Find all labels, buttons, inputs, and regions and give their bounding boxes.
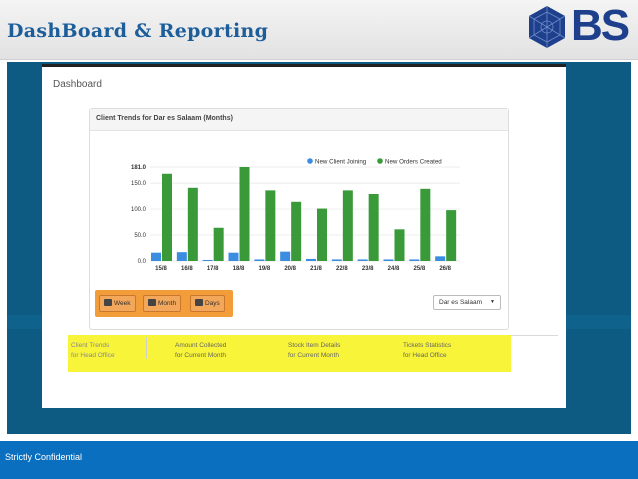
calendar-icon xyxy=(148,299,156,306)
bar-new-client xyxy=(383,259,394,261)
bar-new-client xyxy=(306,258,316,261)
bar-new-orders xyxy=(291,201,302,261)
bar-new-client xyxy=(228,252,239,261)
location-select-value: Dar es Salaam xyxy=(439,299,482,306)
bar-new-client xyxy=(151,252,161,261)
bar-new-orders xyxy=(239,167,250,261)
client-trends-chart: 0.0 50.0 100.0 150.0 181.0 15/8 16/8 17/8 18/8 19… xyxy=(131,158,460,272)
hexagon-logo-icon xyxy=(528,6,566,48)
days-button-label: Days xyxy=(205,300,220,307)
stat-subtitle: for Head Office xyxy=(403,352,447,359)
stat-subtitle: for Current Month xyxy=(288,352,339,359)
bar-new-client xyxy=(331,259,342,261)
x-tick-label: 22/8 xyxy=(336,266,348,272)
bar-new-orders xyxy=(265,190,276,261)
stat-title: Stock Item Details xyxy=(288,342,341,349)
bar-new-orders xyxy=(368,194,379,261)
bar-new-client xyxy=(280,251,291,261)
bar-new-client xyxy=(176,252,187,261)
x-tick-label: 25/8 xyxy=(413,266,425,272)
slide-footer: Strictly Confidential xyxy=(0,441,638,479)
bar-new-client xyxy=(435,256,446,261)
y-tick-label: 150.0 xyxy=(131,181,147,187)
week-button-label: Week xyxy=(114,300,131,307)
legend-label: New Orders Created xyxy=(385,159,442,166)
slide-title: DashBoard & Reporting xyxy=(7,20,269,42)
month-button-label: Month xyxy=(158,300,177,307)
bar-new-orders xyxy=(394,229,405,261)
stat-subtitle: for Head Office xyxy=(71,352,115,359)
legend-swatch xyxy=(307,158,313,164)
bar-new-orders xyxy=(317,208,327,261)
caret-down-icon: ▼ xyxy=(490,299,495,305)
month-button[interactable]: Month xyxy=(143,295,182,312)
x-tick-label: 26/8 xyxy=(439,266,451,272)
x-tick-label: 18/8 xyxy=(233,266,245,272)
calendar-icon xyxy=(104,299,112,306)
stat-amount-collected[interactable]: Amount Collected for Current Month xyxy=(175,341,226,361)
logo-text: BS xyxy=(571,1,630,50)
period-button-group: Week Month Days xyxy=(95,290,233,317)
stat-tickets[interactable]: Tickets Statistics for Head Office xyxy=(403,341,451,361)
y-tick-label: 50.0 xyxy=(134,233,146,239)
y-tick-label: 181.0 xyxy=(131,165,147,171)
x-tick-label: 21/8 xyxy=(310,266,322,272)
x-tick-label: 24/8 xyxy=(388,266,400,272)
stat-title: Client Trends xyxy=(71,342,110,349)
bar-new-orders xyxy=(342,190,353,261)
client-trends-panel: Client Trends for Dar es Salaam (Months)… xyxy=(89,108,509,330)
footer-text: Strictly Confidential xyxy=(5,452,83,462)
slide-header: DashBoard & Reporting BS xyxy=(0,0,638,60)
company-logo: BS xyxy=(524,1,636,50)
stat-subtitle: for Current Month xyxy=(175,352,226,359)
stat-title: Amount Collected xyxy=(175,342,227,349)
week-button[interactable]: Week xyxy=(99,295,136,312)
bar-new-client xyxy=(409,259,420,261)
legend-swatch xyxy=(377,158,383,164)
bar-new-client xyxy=(202,259,213,261)
stats-tabs: Client Trends for Head Office Amount Col… xyxy=(68,335,511,372)
bar-new-client xyxy=(254,259,265,261)
bar-new-orders xyxy=(213,227,224,261)
stat-client-trends[interactable]: Client Trends for Head Office xyxy=(71,341,115,361)
bar-new-client xyxy=(357,259,368,261)
legend-label: New Client Joining xyxy=(315,159,367,166)
stat-title: Tickets Statistics xyxy=(403,342,452,349)
y-tick-label: 100.0 xyxy=(131,207,147,213)
panel-header: Client Trends for Dar es Salaam (Months) xyxy=(90,109,508,131)
y-tick-label: 0.0 xyxy=(138,259,147,265)
bar-new-orders xyxy=(420,188,431,261)
x-tick-label: 20/8 xyxy=(284,266,296,272)
calendar-icon xyxy=(195,299,203,306)
days-button[interactable]: Days xyxy=(190,295,225,312)
x-tick-label: 16/8 xyxy=(181,266,193,272)
bar-new-orders xyxy=(446,210,457,261)
x-tick-label: 23/8 xyxy=(362,266,374,272)
location-select[interactable]: Dar es Salaam ▼ xyxy=(433,295,501,310)
bar-new-orders xyxy=(162,173,172,261)
x-tick-label: 19/8 xyxy=(258,266,270,272)
page-title: Dashboard xyxy=(53,79,102,90)
panel-title: Client Trends for Dar es Salaam (Months) xyxy=(96,115,233,122)
stat-divider xyxy=(146,337,147,359)
stat-stock-items[interactable]: Stock Item Details for Current Month xyxy=(288,341,340,361)
x-tick-label: 17/8 xyxy=(207,266,219,272)
x-tick-label: 15/8 xyxy=(155,266,167,272)
bar-new-orders xyxy=(187,187,198,261)
dashboard-screenshot: Dashboard Client Trends for Dar es Salaa… xyxy=(42,64,566,408)
